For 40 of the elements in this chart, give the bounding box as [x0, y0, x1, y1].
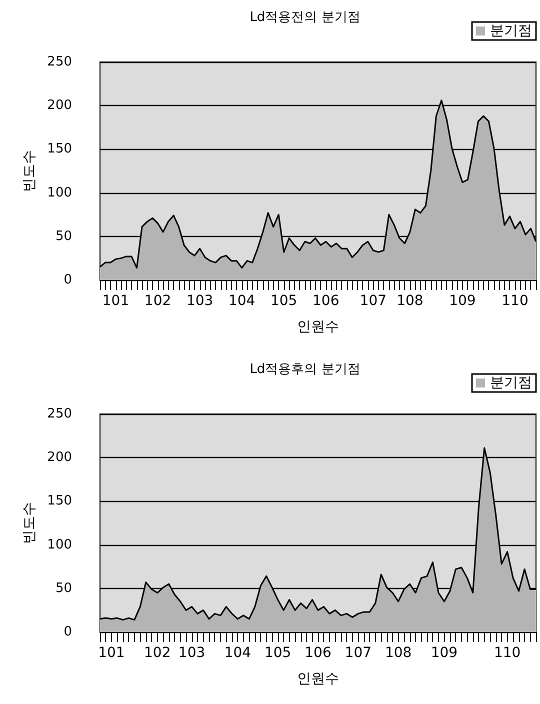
x-tick-label: 104: [224, 645, 252, 661]
x-tick-label: 109: [430, 645, 458, 661]
x-tick-label: 103: [186, 293, 214, 309]
y-tick-label: 250: [47, 406, 72, 422]
legend-label: 분기점: [490, 375, 532, 391]
x-axis-title: 인원수: [297, 319, 339, 335]
y-axis-title: 빈도수: [21, 150, 38, 192]
y-axis-title: 빈도수: [21, 502, 38, 544]
x-tick-label: 105: [264, 645, 292, 661]
x-tick-label: 109: [449, 293, 476, 309]
y-tick-label: 150: [47, 494, 72, 509]
x-tick-label: 108: [384, 645, 412, 661]
x-tick-label: 106: [312, 293, 340, 309]
x-tick-label: 101: [102, 293, 130, 309]
x-tick-label: 102: [144, 293, 172, 309]
y-tick-label: 200: [47, 98, 72, 114]
y-tick-label: 50: [55, 580, 72, 596]
legend-label: 분기점: [490, 23, 532, 39]
x-tick-label: 110: [502, 293, 528, 309]
y-tick-label: 0: [64, 272, 72, 288]
chart-title: Ld적용전의 분기점: [250, 10, 360, 25]
chart-title: Ld적용후의 분기점: [250, 362, 360, 377]
y-tick-label: 200: [47, 450, 72, 466]
y-tick-label: 150: [47, 142, 72, 157]
x-tick-label: 108: [396, 293, 424, 309]
x-tick-label: 104: [228, 293, 256, 309]
x-tick-label: 106: [304, 645, 332, 661]
x-axis-title: 인원수: [297, 671, 339, 687]
y-tick-label: 50: [55, 228, 72, 244]
x-tick-label: 107: [344, 645, 372, 661]
x-tick-label: 102: [144, 645, 171, 661]
x-tick-label: 107: [360, 293, 387, 309]
x-tick-label: 101: [98, 645, 125, 661]
x-tick-label: 105: [270, 293, 298, 309]
x-tick-label: 103: [178, 645, 206, 661]
x-tick-label: 110: [494, 645, 521, 661]
y-tick-label: 250: [47, 54, 72, 70]
y-tick-label: 100: [47, 185, 72, 200]
y-tick-label: 100: [47, 537, 72, 552]
y-tick-label: 0: [64, 624, 72, 640]
